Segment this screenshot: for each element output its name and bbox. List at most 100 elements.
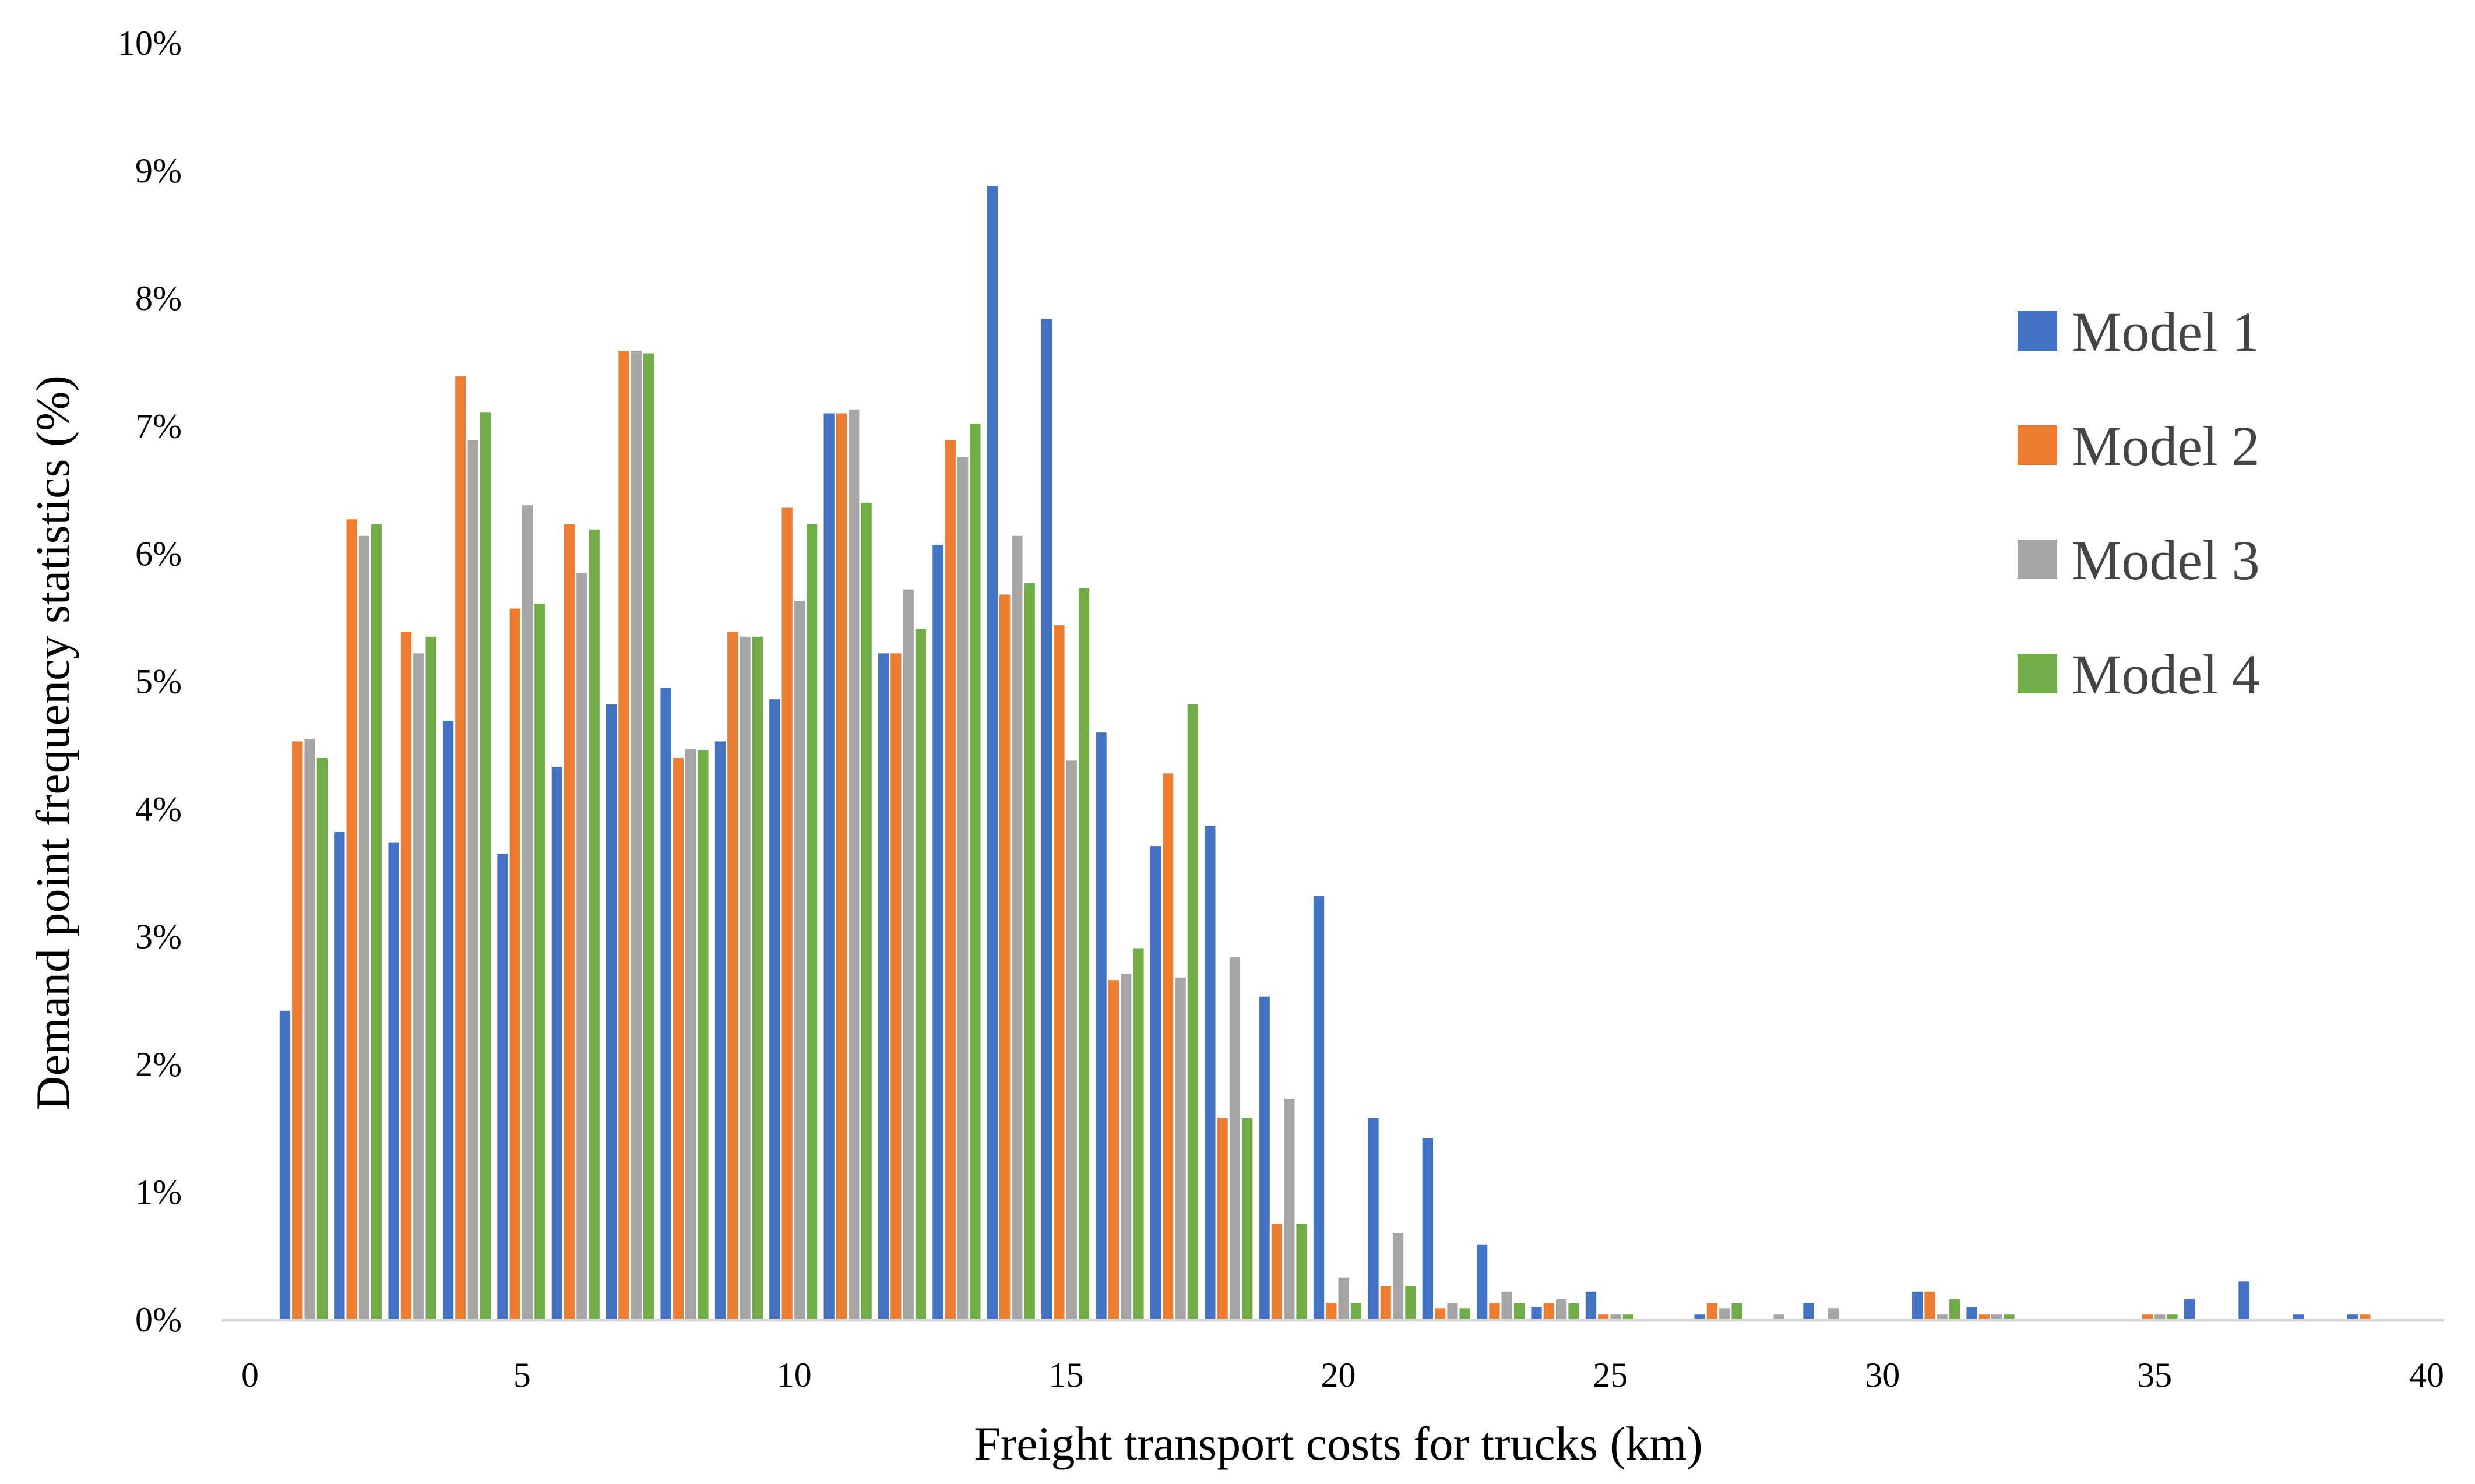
- bar-3-1: [304, 739, 315, 1320]
- bar-2-23: [1489, 1303, 1500, 1320]
- bar-3-35: [2154, 1314, 2166, 1320]
- y-tick-label: 3%: [135, 918, 182, 956]
- bar-4-21: [1405, 1286, 1416, 1320]
- bar-4-18: [1242, 1118, 1253, 1320]
- bar-2-4: [455, 376, 466, 1320]
- x-tick-label: 10: [777, 1356, 812, 1394]
- bar-3-21: [1392, 1233, 1404, 1320]
- bar-4-22: [1459, 1308, 1470, 1320]
- bar-4-2: [371, 524, 382, 1320]
- bar-2-19: [1271, 1224, 1283, 1320]
- bar-1-14: [987, 186, 998, 1320]
- bar-3-20: [1338, 1277, 1349, 1320]
- bar-3-29: [1828, 1308, 1839, 1320]
- y-tick-label: 6%: [135, 534, 182, 573]
- bar-2-21: [1380, 1286, 1391, 1320]
- bar-1-15: [1041, 319, 1052, 1320]
- bar-1-23: [1477, 1244, 1488, 1320]
- x-tick-label: 40: [2409, 1356, 2444, 1394]
- bar-1-12: [878, 653, 889, 1320]
- bar-4-19: [1296, 1224, 1307, 1320]
- bar-4-12: [915, 629, 927, 1320]
- x-tick-labels: 0 5 10 15 20 25 30 35 40: [241, 1356, 2444, 1394]
- bar-2-16: [1108, 980, 1119, 1320]
- bar-4-31: [1949, 1299, 1960, 1320]
- bar-3-31: [1937, 1314, 1948, 1320]
- bar-4-3: [425, 636, 436, 1320]
- bar-4-25: [1622, 1314, 1633, 1320]
- bar-2-2: [346, 519, 357, 1320]
- bar-3-7: [631, 351, 642, 1320]
- y-axis-title: Demand point frequency statistics (%): [26, 375, 79, 1111]
- bar-1-25: [1585, 1291, 1597, 1320]
- bar-4-13: [970, 423, 981, 1320]
- bar-4-16: [1133, 948, 1144, 1320]
- bar-3-24: [1556, 1299, 1567, 1320]
- bar-1-7: [606, 704, 617, 1320]
- bar-2-9: [727, 632, 738, 1320]
- bar-3-28: [1773, 1314, 1784, 1320]
- bar-4-9: [752, 636, 763, 1320]
- bar-3-11: [849, 409, 860, 1320]
- legend-label-3: Model 3: [2072, 529, 2260, 591]
- bar-2-18: [1217, 1118, 1228, 1320]
- y-tick-label: 2%: [135, 1045, 182, 1084]
- bar-3-22: [1447, 1303, 1458, 1320]
- bar-1-21: [1368, 1118, 1379, 1320]
- bar-4-15: [1078, 588, 1090, 1320]
- y-tick-label: 8%: [135, 279, 182, 318]
- bar-2-32: [1978, 1314, 1990, 1320]
- y-tick-label: 1%: [135, 1173, 182, 1211]
- bar-1-10: [769, 699, 780, 1320]
- bar-4-6: [589, 529, 600, 1320]
- bar-4-20: [1350, 1303, 1362, 1320]
- bar-2-20: [1326, 1303, 1337, 1320]
- y-tick-label: 5%: [135, 662, 182, 701]
- bar-1-29: [1803, 1303, 1814, 1320]
- bar-2-31: [1924, 1291, 1935, 1320]
- bar-2-39: [2360, 1314, 2371, 1320]
- bar-3-8: [685, 749, 696, 1320]
- bar-2-35: [2142, 1314, 2153, 1320]
- bar-3-10: [794, 601, 805, 1320]
- bar-2-6: [564, 524, 575, 1320]
- bar-3-3: [413, 653, 424, 1320]
- x-tick-label: 20: [1321, 1356, 1356, 1394]
- y-tick-label: 7%: [135, 407, 182, 445]
- bar-1-11: [823, 413, 835, 1320]
- bar-3-4: [467, 440, 478, 1320]
- x-tick-label: 30: [1865, 1356, 1900, 1394]
- bar-1-4: [442, 721, 454, 1320]
- legend: Model 1 Model 2 Model 3 Model 4: [2018, 301, 2260, 706]
- bar-3-5: [522, 505, 533, 1320]
- bar-1-19: [1259, 996, 1270, 1320]
- legend-swatch-4: [2018, 654, 2057, 693]
- bar-4-5: [534, 603, 545, 1320]
- bar-1-31: [1912, 1291, 1923, 1320]
- bar-3-13: [957, 456, 969, 1320]
- bar-4-27: [1731, 1303, 1742, 1320]
- bar-2-25: [1598, 1314, 1609, 1320]
- bar-2-5: [509, 608, 520, 1320]
- bar-3-19: [1284, 1099, 1295, 1320]
- bar-4-35: [2167, 1314, 2178, 1320]
- legend-label-1: Model 1: [2072, 301, 2260, 363]
- bar-3-25: [1610, 1314, 1621, 1320]
- bar-1-17: [1150, 846, 1161, 1320]
- bar-2-15: [1054, 625, 1065, 1320]
- bar-4-32: [2004, 1314, 2015, 1320]
- bar-4-17: [1187, 704, 1198, 1320]
- bar-2-27: [1706, 1303, 1718, 1320]
- bar-3-18: [1229, 957, 1241, 1320]
- legend-swatch-1: [2018, 311, 2057, 351]
- x-axis-title: Freight transport costs for trucks (km): [974, 1417, 1702, 1470]
- bar-1-18: [1205, 826, 1216, 1320]
- y-tick-label: 4%: [135, 790, 182, 829]
- bar-2-3: [400, 632, 412, 1320]
- bar-4-14: [1024, 583, 1035, 1320]
- bar-4-8: [698, 750, 709, 1320]
- bar-1-6: [551, 767, 562, 1320]
- bar-2-24: [1543, 1303, 1554, 1320]
